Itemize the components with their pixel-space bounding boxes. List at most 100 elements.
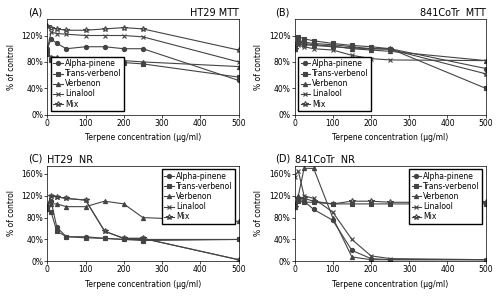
Alpha-pinene bbox=[349, 45, 355, 49]
Alpha-pinene bbox=[48, 37, 54, 41]
Verbenon bbox=[48, 55, 54, 58]
Line: Mix: Mix bbox=[292, 196, 488, 210]
Mix bbox=[102, 229, 107, 233]
Trans-verbenol bbox=[349, 202, 355, 206]
Linalool bbox=[310, 197, 316, 200]
Mix bbox=[236, 258, 242, 261]
Line: Trans-verbenol: Trans-verbenol bbox=[45, 50, 240, 79]
Alpha-pinene bbox=[387, 258, 393, 261]
Alpha-pinene bbox=[368, 47, 374, 51]
Verbenon bbox=[236, 220, 242, 223]
Verbenon bbox=[368, 258, 374, 261]
Mix bbox=[140, 237, 146, 240]
Alpha-pinene bbox=[82, 45, 88, 49]
Line: Linalool: Linalool bbox=[292, 169, 488, 262]
Verbenon bbox=[82, 205, 88, 208]
Linalool bbox=[48, 194, 54, 197]
Mix bbox=[48, 194, 54, 197]
Y-axis label: % of control: % of control bbox=[254, 191, 263, 237]
Trans-verbenol bbox=[48, 210, 54, 214]
Text: 841CoTr  MTT: 841CoTr MTT bbox=[420, 8, 486, 18]
Alpha-pinene bbox=[121, 47, 127, 51]
Line: Linalool: Linalool bbox=[45, 194, 240, 262]
Verbenon bbox=[64, 205, 70, 208]
Linalool bbox=[121, 34, 127, 37]
Linalool bbox=[140, 35, 146, 38]
Mix bbox=[54, 27, 60, 31]
Trans-verbenol bbox=[82, 236, 88, 239]
Linalool bbox=[296, 169, 302, 173]
Mix bbox=[48, 26, 54, 29]
Alpha-pinene bbox=[482, 67, 488, 70]
Text: (C): (C) bbox=[28, 154, 42, 164]
Verbenon bbox=[102, 58, 107, 62]
Verbenon bbox=[102, 200, 107, 203]
Verbenon bbox=[44, 52, 51, 56]
Mix bbox=[387, 48, 393, 51]
Text: (B): (B) bbox=[276, 7, 290, 17]
Alpha-pinene bbox=[296, 38, 302, 42]
Alpha-pinene bbox=[301, 40, 307, 44]
Linalool bbox=[236, 60, 242, 64]
Mix bbox=[102, 27, 107, 31]
Text: 841CoTr  NR: 841CoTr NR bbox=[294, 155, 354, 165]
Alpha-pinene bbox=[102, 45, 107, 49]
Trans-verbenol bbox=[310, 200, 316, 204]
Trans-verbenol bbox=[330, 42, 336, 45]
Linalool bbox=[296, 44, 302, 47]
Alpha-pinene bbox=[44, 47, 51, 51]
Mix bbox=[140, 27, 146, 31]
Linalool bbox=[82, 198, 88, 202]
Verbenon bbox=[349, 47, 355, 51]
Linalool bbox=[301, 45, 307, 49]
X-axis label: Terpene concentration (μg/ml): Terpene concentration (μg/ml) bbox=[332, 280, 448, 289]
Line: Trans-verbenol: Trans-verbenol bbox=[45, 205, 240, 243]
Trans-verbenol bbox=[64, 235, 70, 239]
Alpha-pinene bbox=[121, 238, 127, 241]
Trans-verbenol bbox=[349, 44, 355, 47]
Trans-verbenol bbox=[310, 39, 316, 43]
Mix bbox=[296, 197, 302, 200]
Linalool bbox=[54, 195, 60, 199]
Verbenon bbox=[349, 255, 355, 259]
Line: Alpha-pinene: Alpha-pinene bbox=[292, 196, 488, 262]
Verbenon bbox=[64, 57, 70, 60]
Linalool bbox=[387, 257, 393, 260]
Line: Alpha-pinene: Alpha-pinene bbox=[292, 38, 488, 71]
Alpha-pinene bbox=[102, 237, 107, 240]
Verbenon bbox=[292, 47, 298, 51]
Mix bbox=[482, 72, 488, 75]
Linalool bbox=[44, 205, 51, 208]
Line: Mix: Mix bbox=[44, 193, 242, 263]
Alpha-pinene bbox=[140, 238, 146, 241]
Mix bbox=[482, 200, 488, 204]
Alpha-pinene bbox=[140, 47, 146, 51]
Line: Trans-verbenol: Trans-verbenol bbox=[292, 199, 488, 206]
Alpha-pinene bbox=[349, 249, 355, 252]
Linalool bbox=[121, 237, 127, 240]
Verbenon bbox=[292, 205, 298, 208]
Trans-verbenol bbox=[292, 202, 298, 206]
Mix bbox=[310, 200, 316, 203]
Linalool bbox=[292, 175, 298, 178]
Alpha-pinene bbox=[48, 200, 54, 203]
Linalool bbox=[236, 258, 242, 261]
Linalool bbox=[310, 47, 316, 51]
Linalool bbox=[330, 210, 336, 214]
Mix bbox=[296, 42, 302, 45]
Mix bbox=[64, 197, 70, 200]
Line: Linalool: Linalool bbox=[45, 30, 240, 64]
Line: Trans-verbenol: Trans-verbenol bbox=[292, 35, 488, 90]
Alpha-pinene bbox=[236, 238, 242, 241]
Verbenon bbox=[44, 207, 51, 211]
Linalool bbox=[482, 59, 488, 62]
Verbenon bbox=[54, 202, 60, 206]
Mix bbox=[54, 195, 60, 199]
Trans-verbenol bbox=[44, 50, 51, 54]
Verbenon bbox=[121, 202, 127, 206]
Mix bbox=[121, 26, 127, 29]
Verbenon bbox=[368, 48, 374, 52]
Verbenon bbox=[330, 44, 336, 48]
Trans-verbenol bbox=[296, 35, 302, 38]
Verbenon bbox=[140, 216, 146, 219]
